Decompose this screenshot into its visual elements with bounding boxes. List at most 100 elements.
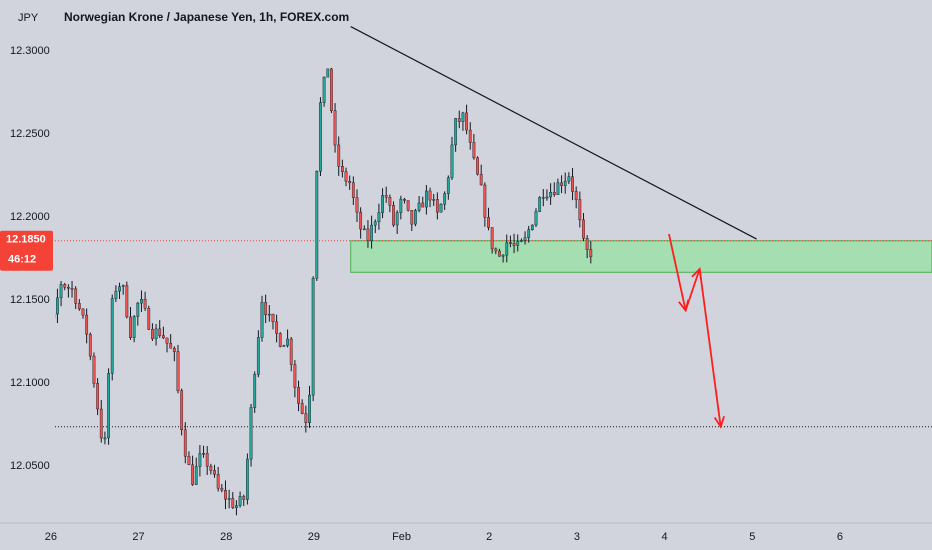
candle-up bbox=[315, 171, 319, 279]
projection-arrow-head bbox=[713, 415, 725, 429]
price-axis[interactable]: 12.3000 12.2500 12.2000 12.1500 12.1000 12.05… bbox=[10, 45, 50, 472]
candle-down bbox=[209, 465, 213, 471]
candle-down bbox=[151, 329, 154, 339]
current-price-countdown: 46:12 bbox=[8, 254, 36, 266]
candle-down bbox=[340, 166, 344, 172]
candle-down bbox=[585, 238, 589, 250]
candle-down bbox=[574, 191, 578, 200]
price-tick-label: 12.3000 bbox=[10, 45, 50, 57]
candle-up bbox=[443, 193, 447, 205]
candle-up bbox=[114, 290, 118, 299]
candle-up bbox=[154, 328, 158, 339]
candle-up bbox=[56, 297, 59, 315]
candle-down bbox=[359, 211, 363, 230]
candle-up bbox=[370, 224, 374, 241]
candle-down bbox=[333, 110, 337, 146]
price-tick-label: 12.2500 bbox=[10, 128, 50, 140]
current-price-value: 12.1850 bbox=[6, 234, 46, 246]
candle-down bbox=[388, 197, 392, 206]
candle-up bbox=[567, 176, 571, 182]
candle-up bbox=[556, 182, 560, 195]
projection-arrow-segment bbox=[684, 268, 701, 311]
candle-up bbox=[59, 284, 63, 299]
candle-down bbox=[289, 338, 293, 365]
candle-up bbox=[432, 199, 436, 201]
candle-down bbox=[392, 205, 395, 226]
candle-up bbox=[530, 224, 534, 230]
candle-down bbox=[512, 243, 516, 246]
time-tick-label: 26 bbox=[45, 531, 57, 543]
candle-down bbox=[297, 387, 300, 404]
currency-label: JPY bbox=[18, 12, 39, 24]
price-tick-label: 12.0500 bbox=[10, 460, 50, 472]
time-axis[interactable]: 26 27 28 29 Feb 2 3 4 5 6 bbox=[45, 531, 843, 543]
candle-down bbox=[231, 498, 235, 508]
candle-up bbox=[110, 298, 114, 374]
time-tick-label: Feb bbox=[392, 531, 411, 543]
candle-down bbox=[165, 337, 169, 344]
candle-down bbox=[465, 112, 468, 131]
candle-down bbox=[88, 333, 92, 357]
candle-up bbox=[286, 338, 289, 346]
projection-arrow-segment bbox=[668, 233, 687, 311]
support-zone-layer bbox=[350, 240, 932, 273]
candle-down bbox=[366, 228, 370, 241]
candle-down bbox=[216, 474, 220, 489]
candle-down bbox=[490, 227, 494, 250]
candle-down bbox=[275, 321, 279, 334]
candle-up bbox=[194, 466, 198, 485]
candle-down bbox=[81, 308, 85, 316]
candle-up bbox=[238, 496, 242, 506]
candle-down bbox=[99, 408, 103, 439]
candle-up bbox=[501, 254, 505, 257]
candle-up bbox=[118, 286, 121, 292]
candle-down bbox=[293, 364, 297, 388]
candle-down bbox=[406, 200, 410, 211]
candle-down bbox=[344, 171, 348, 182]
candle-down bbox=[278, 333, 282, 347]
candle-down bbox=[582, 219, 585, 239]
candle-down bbox=[242, 496, 246, 500]
candle-up bbox=[107, 373, 110, 439]
candle-up bbox=[563, 180, 567, 186]
candle-down bbox=[172, 348, 176, 352]
candle-down bbox=[85, 314, 89, 335]
time-tick-label: 27 bbox=[132, 531, 144, 543]
candle-down bbox=[191, 464, 194, 485]
candle-up bbox=[245, 458, 249, 500]
candle-down bbox=[355, 197, 359, 213]
candle-down bbox=[428, 190, 432, 201]
candle-down bbox=[147, 307, 151, 330]
current-price-box-bg bbox=[0, 230, 53, 271]
candle-down bbox=[337, 144, 341, 167]
candle-up bbox=[399, 198, 403, 213]
candle-up bbox=[282, 345, 286, 347]
candle-down bbox=[348, 180, 352, 183]
time-axis-background bbox=[0, 523, 932, 550]
time-tick-label: 28 bbox=[220, 531, 232, 543]
candle-down bbox=[468, 129, 472, 143]
time-tick-label: 6 bbox=[837, 531, 843, 543]
price-tick-label: 12.2000 bbox=[10, 211, 50, 223]
candle-up bbox=[140, 299, 143, 304]
candle-down bbox=[578, 199, 582, 221]
time-tick-label: 4 bbox=[662, 531, 668, 543]
candle-up bbox=[454, 118, 458, 146]
candle-down bbox=[74, 288, 78, 304]
candle-down bbox=[457, 118, 461, 122]
candle-up bbox=[373, 221, 377, 226]
candle-down bbox=[125, 285, 129, 318]
candle-down bbox=[213, 470, 216, 475]
candle-up bbox=[136, 302, 140, 317]
candle-up bbox=[121, 285, 125, 287]
candle-down bbox=[70, 288, 74, 290]
candle-up bbox=[103, 437, 107, 440]
candle-down bbox=[129, 316, 132, 338]
chart-title: Norwegian Krone / Japanese Yen, 1h, FORE… bbox=[64, 10, 349, 24]
candle-down bbox=[384, 195, 388, 198]
candle-down bbox=[224, 490, 227, 500]
candle-up bbox=[461, 112, 465, 122]
candle-up bbox=[322, 76, 326, 103]
candle-down bbox=[472, 142, 476, 159]
